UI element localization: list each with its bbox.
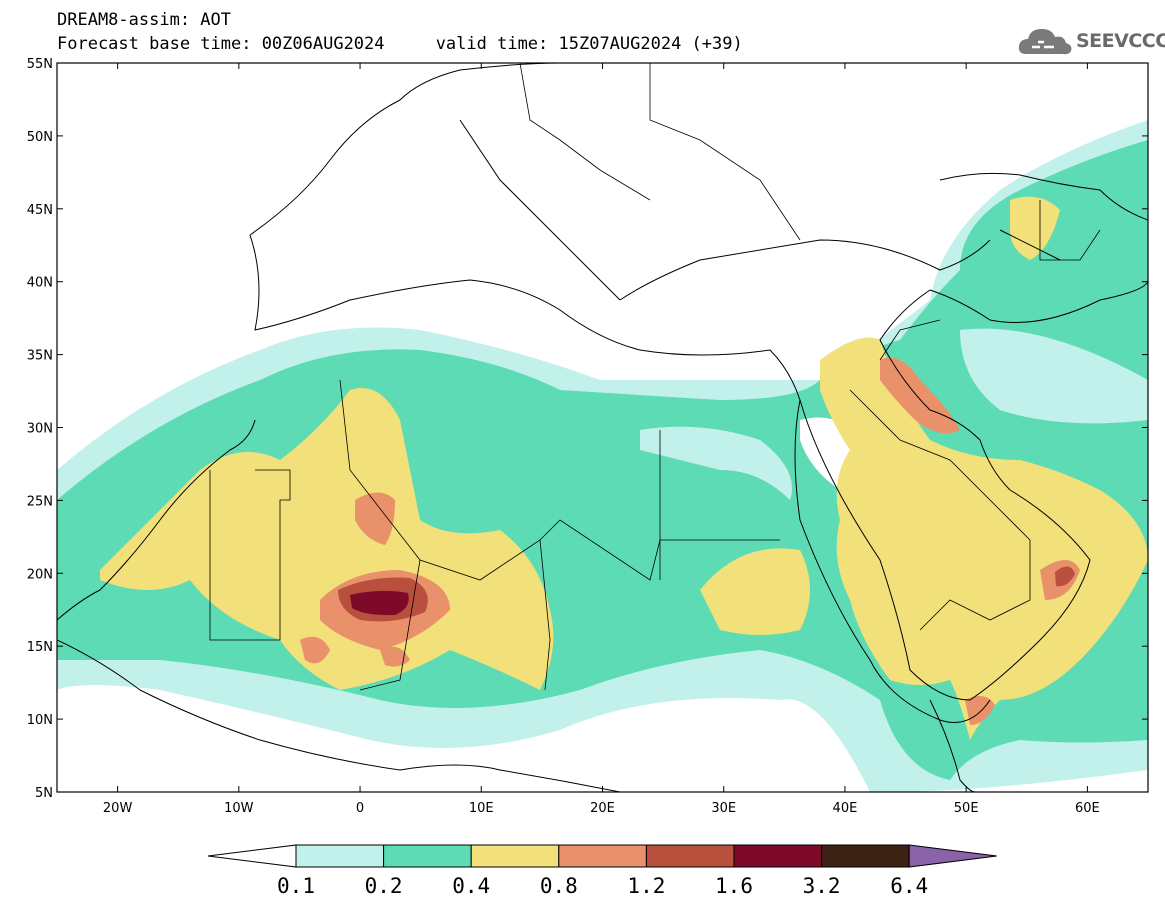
country-borders bbox=[209, 63, 1101, 691]
lon-tick-label: 50E bbox=[954, 801, 979, 816]
colorbar: 0.1 0.2 0.4 0.8 1.2 1.6 3.2 6.4 bbox=[207, 844, 997, 898]
lat-tick-label: 45N bbox=[27, 203, 53, 218]
seevccc-logo: SEEVCCC bbox=[1018, 24, 1165, 60]
colorbar-swatch bbox=[470, 844, 560, 868]
colorbar-swatch bbox=[295, 844, 385, 868]
colorbar-label: 0.4 bbox=[452, 874, 490, 898]
lon-tick-label: 20E bbox=[590, 801, 615, 816]
logo-text: SEEVCCC bbox=[1076, 30, 1165, 52]
colorbar-swatch bbox=[733, 844, 823, 868]
colorbar-swatch bbox=[821, 844, 910, 868]
colorbar-swatch bbox=[645, 844, 735, 868]
lat-tick-label: 40N bbox=[27, 276, 53, 291]
colorbar-over-arrow bbox=[908, 844, 997, 868]
lon-tick-label: 0 bbox=[356, 801, 364, 816]
lat-tick-label: 30N bbox=[27, 422, 53, 437]
colorbar-swatch bbox=[383, 844, 472, 868]
lat-tick-label: 20N bbox=[27, 567, 53, 582]
lat-tick-label: 10N bbox=[27, 713, 53, 728]
lat-tick-label: 15N bbox=[27, 640, 53, 655]
colorbar-label: 1.2 bbox=[627, 874, 665, 898]
lon-tick-label: 40E bbox=[833, 801, 858, 816]
lon-tick-label: 10E bbox=[469, 801, 494, 816]
colorbar-swatch bbox=[558, 844, 647, 868]
colorbar-label: 1.6 bbox=[715, 874, 753, 898]
lat-tick-label: 55N bbox=[27, 57, 53, 72]
colorbar-label: 3.2 bbox=[803, 874, 841, 898]
lat-tick-label: 5N bbox=[35, 786, 53, 801]
axis-ticks: 5N 10N 15N 20N 25N 30N 35N 40N 45N 50N 55N 20W 10W 0 1… bbox=[27, 57, 1148, 816]
map-title: DREAM8-assim: AOT bbox=[57, 10, 231, 30]
colorbar-label: 0.1 bbox=[277, 874, 315, 898]
lon-tick-label: 60E bbox=[1075, 801, 1100, 816]
colorbar-label: 0.2 bbox=[365, 874, 403, 898]
lon-tick-label: 20W bbox=[103, 801, 133, 816]
lat-tick-label: 35N bbox=[27, 349, 53, 364]
colorbar-label: 6.4 bbox=[890, 874, 928, 898]
aot-field bbox=[57, 63, 1148, 792]
aot-level-1-6 bbox=[350, 590, 409, 616]
lon-tick-label: 10W bbox=[224, 801, 254, 816]
lat-tick-label: 25N bbox=[27, 494, 53, 509]
colorbar-label: 0.8 bbox=[540, 874, 578, 898]
colorbar-under-arrow bbox=[207, 844, 297, 868]
cloud-icon bbox=[1018, 29, 1072, 55]
forecast-times: Forecast base time: 00Z06AUG2024 valid t… bbox=[57, 34, 743, 54]
lat-tick-label: 50N bbox=[27, 130, 53, 145]
coastlines bbox=[57, 63, 1148, 792]
lon-tick-label: 30E bbox=[711, 801, 736, 816]
aot-level-0-8 bbox=[355, 492, 395, 545]
